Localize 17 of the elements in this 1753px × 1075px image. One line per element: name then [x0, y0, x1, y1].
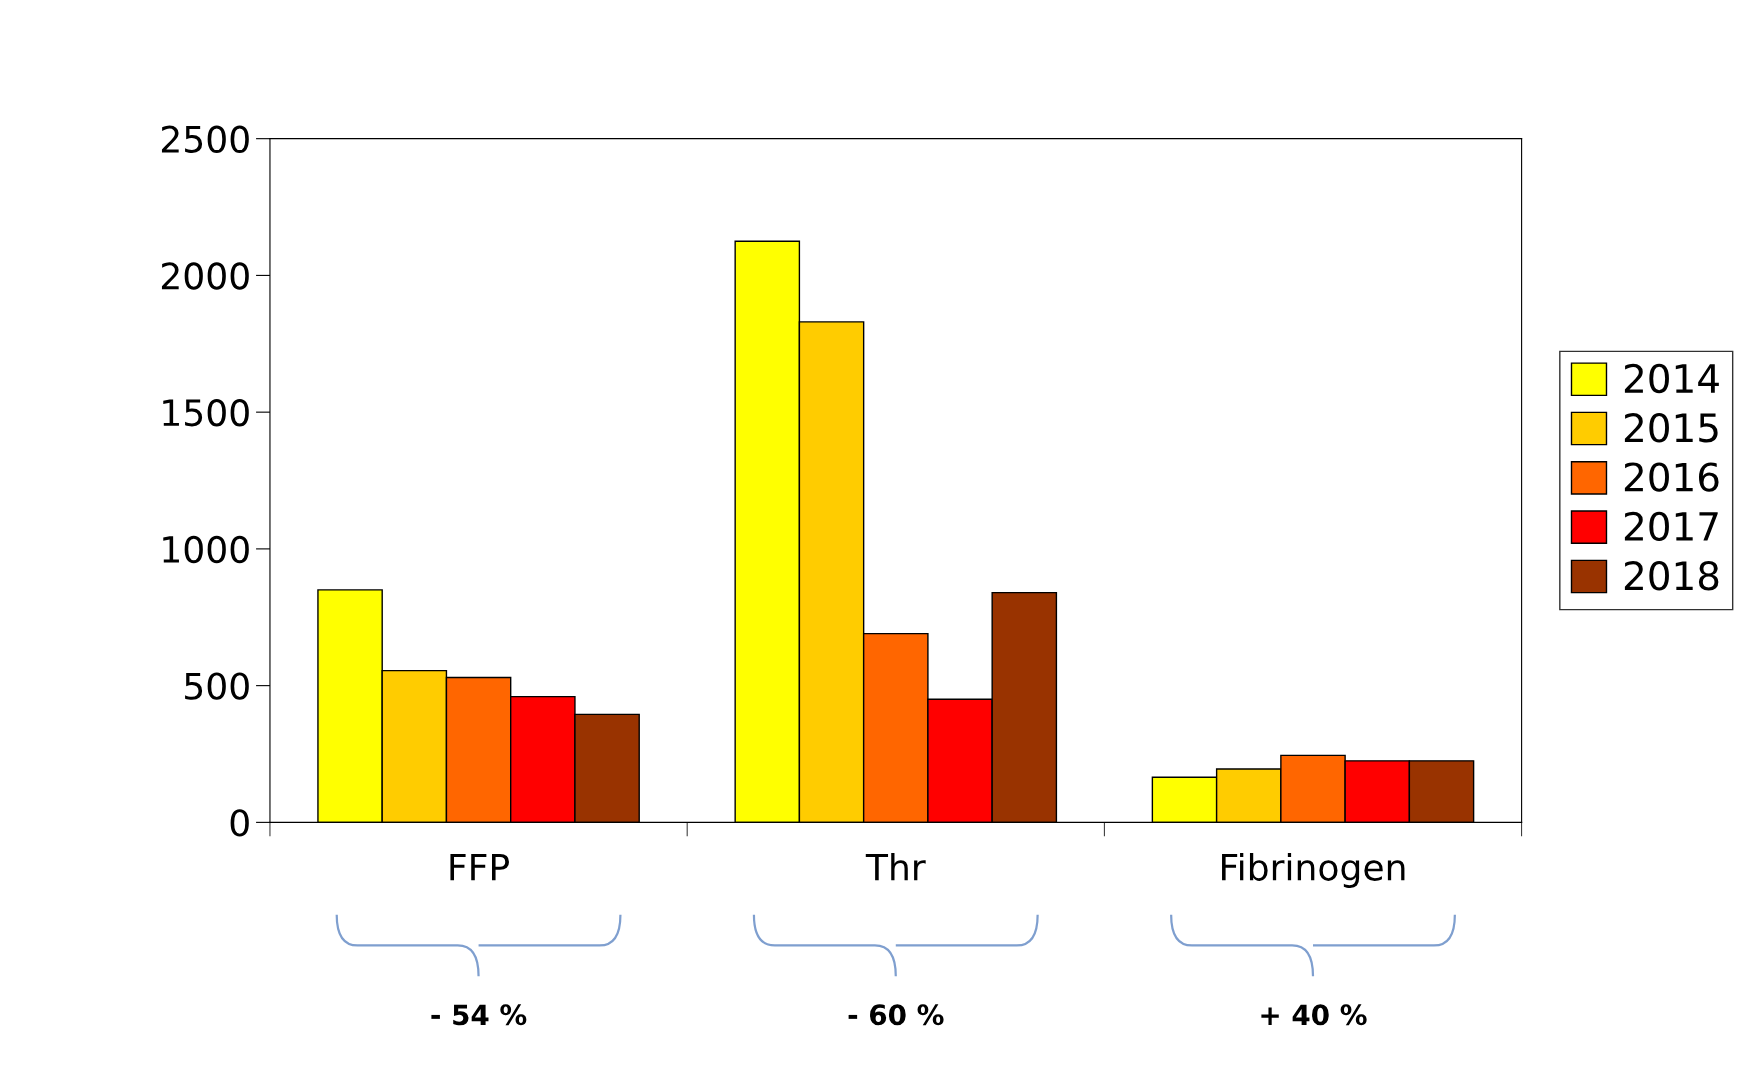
y-tick-label: 500 [185, 672, 249, 700]
x-tick-label: Fibrinogen [1222, 852, 1405, 888]
legend-label: 2015 [1624, 413, 1718, 443]
x-tick-label: FFP [450, 854, 509, 881]
legend-label: 2014 [1624, 363, 1719, 394]
y-tick-label: 0 [230, 809, 249, 837]
y-tick-label: 2500 [161, 125, 249, 153]
y-tick-label: 1500 [163, 399, 249, 427]
legend-label: 2017 [1624, 511, 1718, 542]
text: + 40 % [1261, 1004, 1367, 1026]
text: - 54 % [431, 1004, 527, 1026]
legend-label: 2016 [1624, 462, 1719, 492]
x-tick-label: Thr [865, 852, 926, 881]
text: - 60 % [848, 1004, 944, 1026]
y-tick-label: 2000 [161, 262, 249, 290]
y-tick-label: 1000 [163, 535, 249, 564]
legend-label: 2018 [1624, 561, 1719, 591]
